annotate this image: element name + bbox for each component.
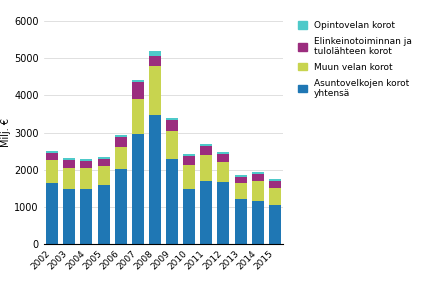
Bar bbox=[98, 159, 109, 166]
Bar bbox=[115, 135, 127, 137]
Bar bbox=[200, 181, 212, 244]
Bar bbox=[269, 189, 281, 205]
Bar bbox=[252, 181, 264, 201]
Bar bbox=[63, 189, 75, 244]
Bar bbox=[166, 120, 178, 131]
Bar bbox=[98, 157, 109, 159]
Bar bbox=[98, 166, 109, 185]
Bar bbox=[80, 168, 92, 189]
Bar bbox=[63, 167, 75, 189]
Bar bbox=[183, 156, 195, 165]
Bar bbox=[80, 189, 92, 244]
Bar bbox=[115, 147, 127, 170]
Bar bbox=[132, 82, 144, 99]
Bar bbox=[200, 144, 212, 146]
Bar bbox=[63, 158, 75, 160]
Bar bbox=[166, 159, 178, 244]
Bar bbox=[235, 175, 247, 176]
Bar bbox=[149, 66, 161, 115]
Bar bbox=[183, 189, 195, 244]
Bar bbox=[235, 183, 247, 199]
Bar bbox=[200, 155, 212, 181]
Legend: Opintovelan korot, Elinkeinotoiminnan ja
tulolähteen korot, Muun velan korot, As: Opintovelan korot, Elinkeinotoiminnan ja… bbox=[297, 21, 412, 98]
Bar bbox=[80, 161, 92, 168]
Bar bbox=[63, 160, 75, 167]
Bar bbox=[269, 205, 281, 244]
Bar bbox=[235, 176, 247, 183]
Bar bbox=[98, 185, 109, 244]
Bar bbox=[200, 146, 212, 155]
Bar bbox=[46, 153, 58, 160]
Bar bbox=[149, 115, 161, 244]
Bar bbox=[183, 154, 195, 156]
Bar bbox=[46, 183, 58, 244]
Bar bbox=[183, 165, 195, 189]
Bar bbox=[46, 151, 58, 153]
Bar bbox=[46, 160, 58, 183]
Bar bbox=[166, 131, 178, 159]
Bar bbox=[218, 162, 229, 182]
Bar bbox=[252, 174, 264, 181]
Bar bbox=[149, 51, 161, 55]
Bar bbox=[80, 159, 92, 161]
Bar bbox=[252, 172, 264, 174]
Bar bbox=[132, 134, 144, 244]
Y-axis label: Milj. €: Milj. € bbox=[1, 118, 11, 147]
Bar bbox=[218, 182, 229, 244]
Bar bbox=[115, 137, 127, 147]
Bar bbox=[166, 118, 178, 120]
Bar bbox=[149, 55, 161, 66]
Bar bbox=[218, 152, 229, 154]
Bar bbox=[269, 181, 281, 189]
Bar bbox=[218, 154, 229, 162]
Bar bbox=[132, 99, 144, 134]
Bar bbox=[132, 80, 144, 82]
Bar bbox=[269, 179, 281, 181]
Bar bbox=[235, 199, 247, 244]
Bar bbox=[252, 201, 264, 244]
Bar bbox=[115, 170, 127, 244]
